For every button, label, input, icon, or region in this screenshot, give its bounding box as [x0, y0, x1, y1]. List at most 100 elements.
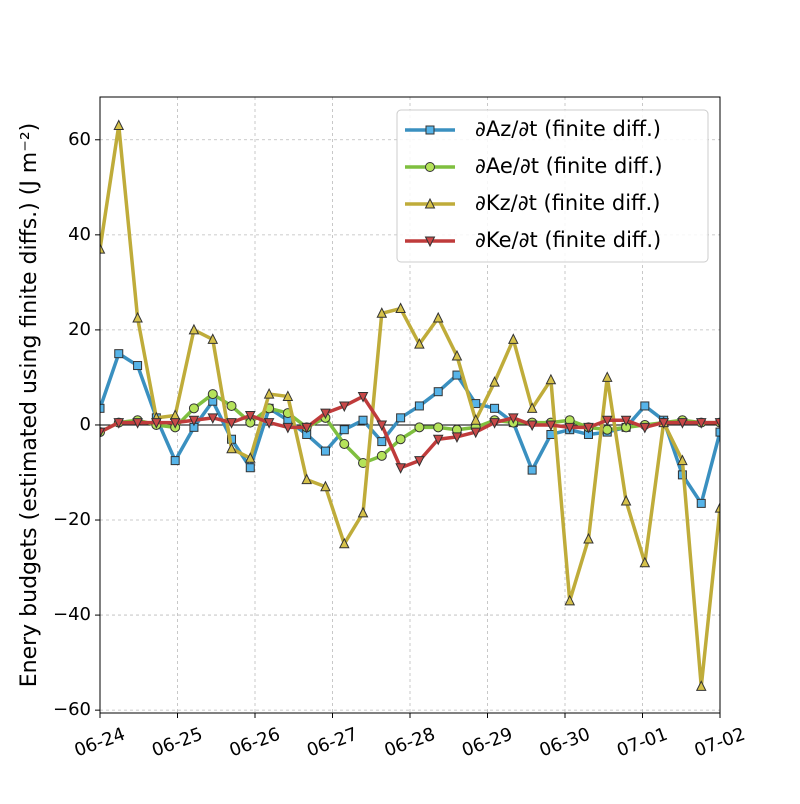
marker [583, 422, 594, 434]
marker [507, 413, 519, 424]
marker [188, 403, 199, 414]
x-tick-label: 07-01 [614, 724, 670, 762]
marker [714, 502, 720, 513]
marker [583, 532, 594, 544]
legend-label: ∂Ae/∂t (finite diff.) [475, 154, 663, 178]
marker [601, 371, 613, 382]
marker [113, 119, 125, 131]
marker [170, 456, 180, 466]
marker [376, 307, 388, 318]
marker [695, 418, 707, 429]
marker [507, 333, 519, 344]
marker [100, 403, 105, 413]
marker [433, 387, 443, 397]
marker [188, 415, 200, 427]
marker [339, 438, 350, 449]
marker [100, 427, 106, 439]
marker [376, 420, 388, 432]
marker [338, 537, 350, 549]
x-tick-label: 07-02 [692, 724, 748, 762]
x-tick-label: 06-28 [382, 724, 438, 762]
marker [677, 418, 688, 429]
marker [226, 400, 237, 411]
marker [602, 424, 613, 435]
marker [301, 422, 313, 434]
plot-area [100, 119, 720, 691]
marker [714, 418, 720, 429]
marker [601, 415, 613, 427]
x-tick-label: 06-24 [72, 724, 128, 762]
x-tick-label: 06-30 [537, 724, 593, 762]
marker [396, 413, 406, 423]
marker [226, 442, 237, 454]
y-tick-label: 40 [68, 224, 91, 245]
marker [639, 422, 651, 434]
marker [151, 418, 162, 429]
y-tick-label: 0 [80, 414, 91, 435]
marker [358, 415, 368, 425]
marker [451, 432, 463, 443]
marker [338, 401, 350, 413]
line [100, 123, 720, 689]
y-tick-label: −60 [53, 699, 91, 720]
marker [489, 376, 500, 387]
y-tick-label: −20 [53, 509, 91, 530]
marker [357, 506, 369, 518]
y-tick-label: −40 [53, 604, 91, 625]
marker [658, 418, 669, 429]
marker [114, 349, 124, 359]
marker [100, 242, 106, 254]
marker [414, 401, 424, 411]
marker [564, 422, 576, 434]
marker [376, 450, 387, 461]
marker [414, 422, 425, 433]
marker [113, 418, 125, 429]
marker [245, 463, 255, 473]
marker [207, 333, 219, 344]
marker [132, 311, 143, 323]
marker [451, 349, 463, 361]
y-axis-label: Enery budgets (estimated using finite di… [17, 123, 42, 688]
marker [677, 454, 688, 466]
marker [564, 594, 576, 606]
marker [527, 465, 537, 475]
marker [695, 680, 707, 691]
marker [470, 414, 482, 425]
marker [207, 413, 219, 424]
legend-box [396, 109, 709, 263]
y-tick-label: 60 [68, 129, 91, 150]
marker [207, 389, 218, 400]
marker [490, 403, 500, 413]
marker [282, 422, 294, 434]
marker [133, 361, 143, 371]
marker [526, 420, 538, 432]
marker [489, 418, 500, 429]
axes-frame [99, 96, 721, 714]
marker [545, 373, 557, 385]
marker [545, 420, 557, 432]
marker [132, 418, 143, 429]
marker [244, 410, 256, 422]
legend-label: ∂Az/∂t (finite diff.) [475, 117, 661, 141]
marker [282, 390, 294, 401]
marker [395, 463, 406, 474]
marker [425, 125, 435, 135]
x-tick-label: 06-29 [459, 724, 515, 762]
marker [424, 236, 436, 248]
marker [414, 338, 425, 349]
marker [414, 456, 425, 467]
marker [620, 415, 632, 427]
x-tick-label: 06-25 [149, 724, 205, 762]
legend: ∂Az/∂t (finite diff.) ∂Ae/∂t (finite diff… [396, 109, 709, 263]
marker [715, 427, 720, 437]
marker [320, 446, 330, 456]
marker [639, 556, 651, 568]
marker [432, 434, 444, 446]
marker [320, 408, 331, 420]
marker [470, 427, 482, 439]
marker [320, 480, 331, 492]
marker [452, 370, 462, 380]
y-tick-label: 20 [68, 319, 91, 340]
marker [395, 302, 406, 314]
